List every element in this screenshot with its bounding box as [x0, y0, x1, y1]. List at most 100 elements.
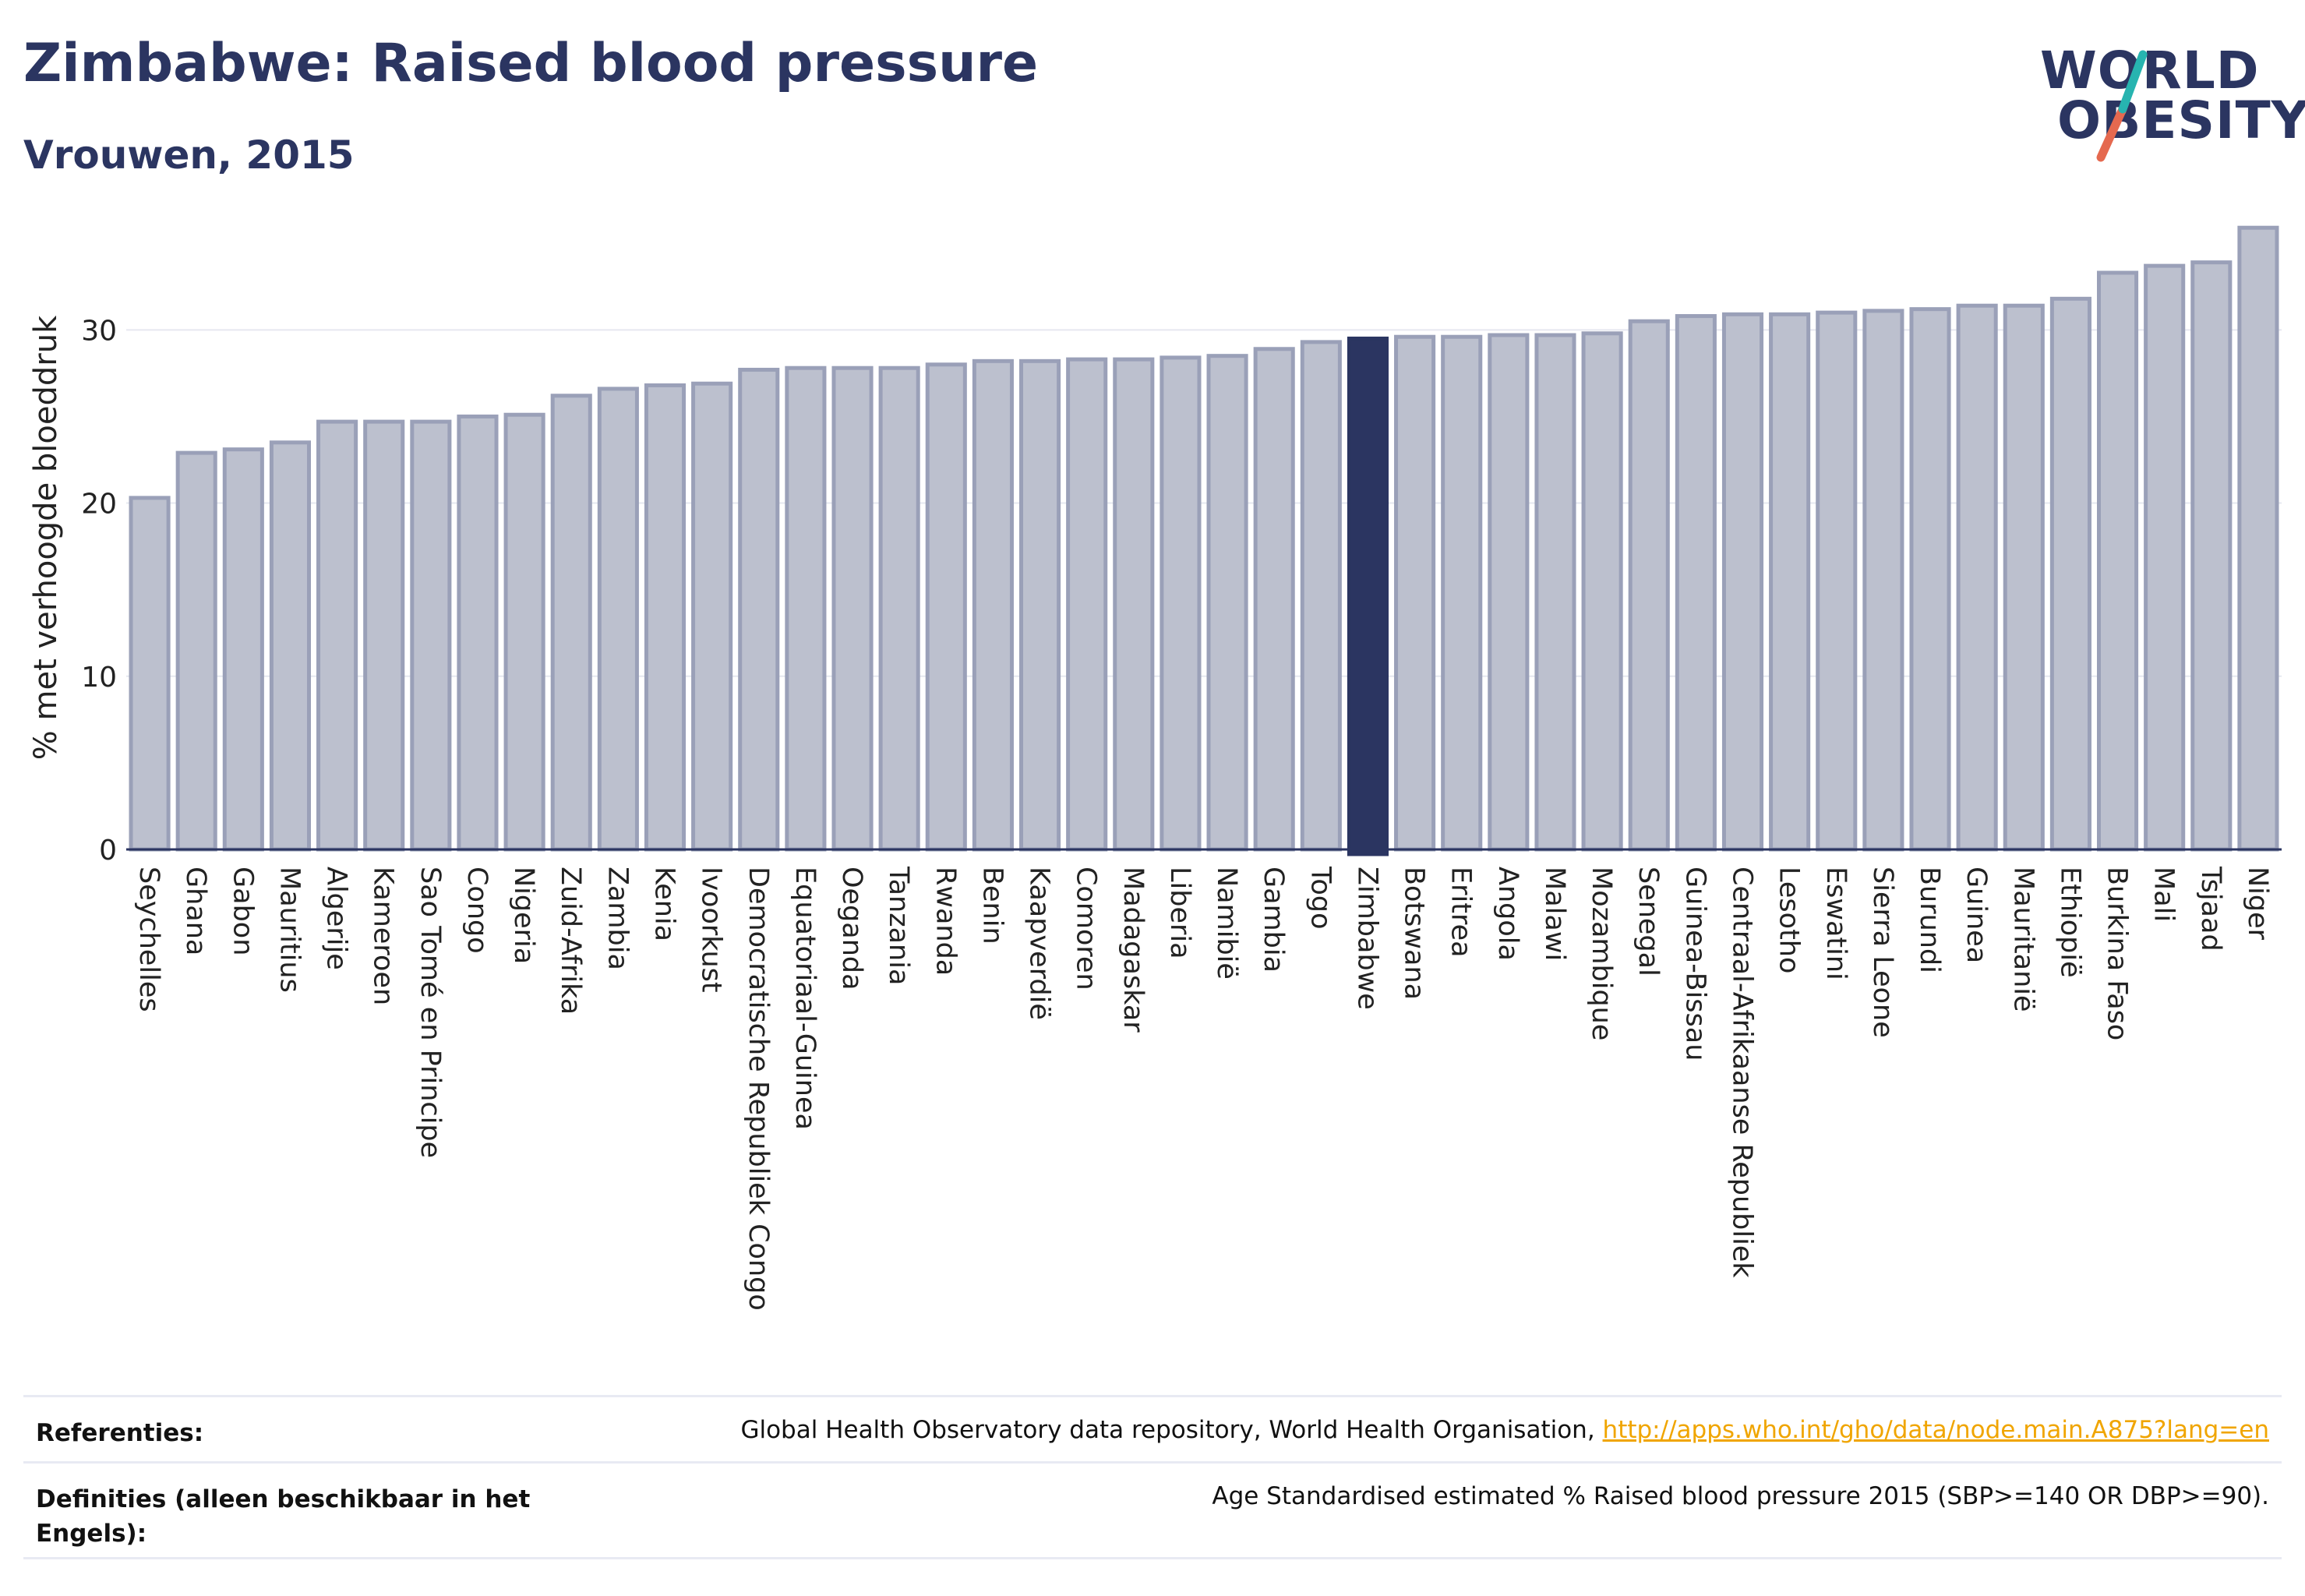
x-tick-label: Niger	[2242, 867, 2273, 941]
x-tick-label: Rwanda	[930, 867, 961, 976]
bar-eritrea[interactable]	[1441, 334, 1483, 852]
x-tick-label: Namibië	[1211, 867, 1242, 980]
x-tick-label: Tanzania	[883, 866, 914, 985]
x-tick-label: Burundi	[1914, 867, 1945, 973]
bar-ivoorkust[interactable]	[691, 381, 733, 852]
x-tick-label: Ghana	[180, 867, 211, 955]
bar-kenia[interactable]	[644, 383, 687, 852]
bar-guinea-bissau[interactable]	[1675, 314, 1717, 852]
x-tick-label: Burkina Faso	[2102, 867, 2133, 1040]
x-tick-label: Botswana	[1399, 867, 1430, 1000]
bar-botswana[interactable]	[1394, 334, 1436, 852]
x-tick-label: Benin	[976, 867, 1008, 945]
y-tick-label: 10	[81, 662, 117, 694]
x-tick-label: Gambia	[1258, 867, 1289, 973]
bar-zuid-afrika[interactable]	[550, 394, 592, 852]
x-tick-label: Kameroen	[368, 867, 399, 1005]
bars	[129, 225, 2279, 856]
bar-ghana[interactable]	[175, 450, 217, 852]
definitions-row: Definities (alleen beschikbaar in het En…	[23, 1461, 2282, 1559]
x-tick-label: Liberia	[1164, 867, 1195, 959]
bar-mauritani-[interactable]	[2003, 303, 2045, 852]
references-text: Global Health Observatory data repositor…	[740, 1416, 1603, 1444]
bar-burkina-faso[interactable]	[2096, 270, 2139, 852]
y-tick-label: 30	[81, 315, 117, 347]
x-tick-label: Centraal-Afrikaanse Republiek	[1727, 867, 1758, 1278]
x-tick-label: Democratische Republiek Congo	[743, 867, 774, 1311]
bar-oeganda[interactable]	[831, 365, 874, 852]
x-tick-label: Zambia	[602, 867, 633, 970]
bar-seychelles[interactable]	[129, 496, 171, 852]
y-tick-label: 20	[81, 489, 117, 521]
x-tick-label: Lesotho	[1774, 867, 1805, 973]
logo-text-world: WORLD	[2040, 41, 2260, 101]
x-tick-label: Mozambique	[1586, 867, 1617, 1040]
bar-ethiopi-[interactable]	[2049, 296, 2091, 852]
x-tick-label: Oeganda	[836, 867, 867, 990]
x-tick-label: Guinea-Bissau	[1679, 867, 1710, 1061]
x-tick-label: Mali	[2148, 867, 2180, 922]
bar-democratische-republiek-congo[interactable]	[738, 367, 780, 852]
bar-mozambique[interactable]	[1581, 331, 1623, 852]
chart-title: Zimbabwe: Raised blood pressure	[23, 33, 1039, 94]
x-tick-label: Malawi	[1539, 867, 1570, 961]
definitions-value: Age Standardised estimated % Raised bloo…	[1212, 1482, 2269, 1510]
bar-mali[interactable]	[2144, 263, 2186, 852]
bar-nigeria[interactable]	[503, 412, 545, 852]
bar-burundi[interactable]	[1909, 307, 1951, 852]
x-tick-label: Congo	[461, 867, 492, 954]
bar-comoren[interactable]	[1066, 357, 1108, 852]
y-axis-ticks: 0 10 20 30	[81, 315, 117, 867]
references-row: Referenties: Global Health Observatory d…	[23, 1395, 2282, 1461]
references-link[interactable]: http://apps.who.int/gho/data/node.main.A…	[1602, 1416, 2269, 1444]
bar-equatoriaal-guinea[interactable]	[785, 365, 827, 852]
bar-tsjaad[interactable]	[2190, 260, 2233, 852]
bar-zambia[interactable]	[597, 387, 639, 852]
x-tick-label: Seychelles	[133, 867, 164, 1012]
bar-guinea[interactable]	[1956, 303, 1998, 852]
x-tick-label: Ethiopië	[2054, 867, 2085, 978]
definitions-label: Definities (alleen beschikbaar in het En…	[36, 1485, 531, 1548]
x-tick-label: Mauritanië	[2007, 867, 2038, 1012]
bar-gambia[interactable]	[1253, 347, 1295, 852]
references-value: Global Health Observatory data repositor…	[740, 1416, 2269, 1444]
bar-tanzania[interactable]	[878, 365, 920, 852]
bar-senegal[interactable]	[1628, 319, 1670, 852]
x-tick-label: Mauritius	[274, 867, 305, 993]
x-tick-label: Algerije	[321, 867, 352, 970]
x-tick-label: Senegal	[1633, 867, 1664, 976]
bar-lesotho[interactable]	[1769, 312, 1811, 852]
bar-benin[interactable]	[972, 358, 1014, 852]
bar-centraal-afrikaanse-republiek[interactable]	[1721, 312, 1764, 852]
bar-togo[interactable]	[1300, 340, 1342, 852]
bar-kaapverdi-[interactable]	[1018, 358, 1061, 852]
bar-namibi-[interactable]	[1206, 354, 1248, 852]
bar-liberia[interactable]	[1160, 355, 1202, 852]
bar-gabon[interactable]	[222, 447, 264, 852]
x-tick-label: Ivoorkust	[696, 867, 727, 993]
x-tick-label: Kaapverdië	[1024, 867, 1055, 1020]
bar-sao-tom-en-principe[interactable]	[410, 419, 452, 852]
x-tick-label: Guinea	[1961, 867, 1992, 963]
x-axis-ticks: Seychelles Ghana Gabon Mauritius Algerije Kam…	[133, 866, 2273, 1311]
chart-subtitle: Vrouwen, 2015	[23, 132, 355, 178]
x-tick-label: Sierra Leone	[1867, 867, 1898, 1038]
bar-malawi[interactable]	[1534, 333, 1576, 852]
bar-madagaskar[interactable]	[1113, 357, 1155, 852]
bar-niger[interactable]	[2237, 225, 2279, 852]
x-tick-label: Angola	[1492, 867, 1523, 961]
bar-mauritius[interactable]	[269, 440, 312, 852]
bar-chart: 0 10 20 30 Seychelles Ghana Gabon Mauritius Alg…	[28, 225, 2282, 1311]
y-axis-label: % met verhoogde bloeddruk	[28, 315, 64, 760]
bar-kameroen[interactable]	[363, 419, 405, 852]
bar-rwanda[interactable]	[925, 362, 967, 852]
bar-congo[interactable]	[457, 414, 499, 852]
bar-zimbabwe[interactable]	[1347, 336, 1389, 856]
bar-algerije[interactable]	[316, 419, 358, 852]
bar-eswatini[interactable]	[1816, 310, 1858, 852]
x-tick-label: Kenia	[649, 867, 680, 941]
bar-angola[interactable]	[1488, 333, 1530, 852]
logo-slash-icon	[2096, 50, 2148, 162]
bar-sierra-leone[interactable]	[1862, 309, 1904, 852]
x-tick-label: Togo	[1304, 866, 1336, 929]
